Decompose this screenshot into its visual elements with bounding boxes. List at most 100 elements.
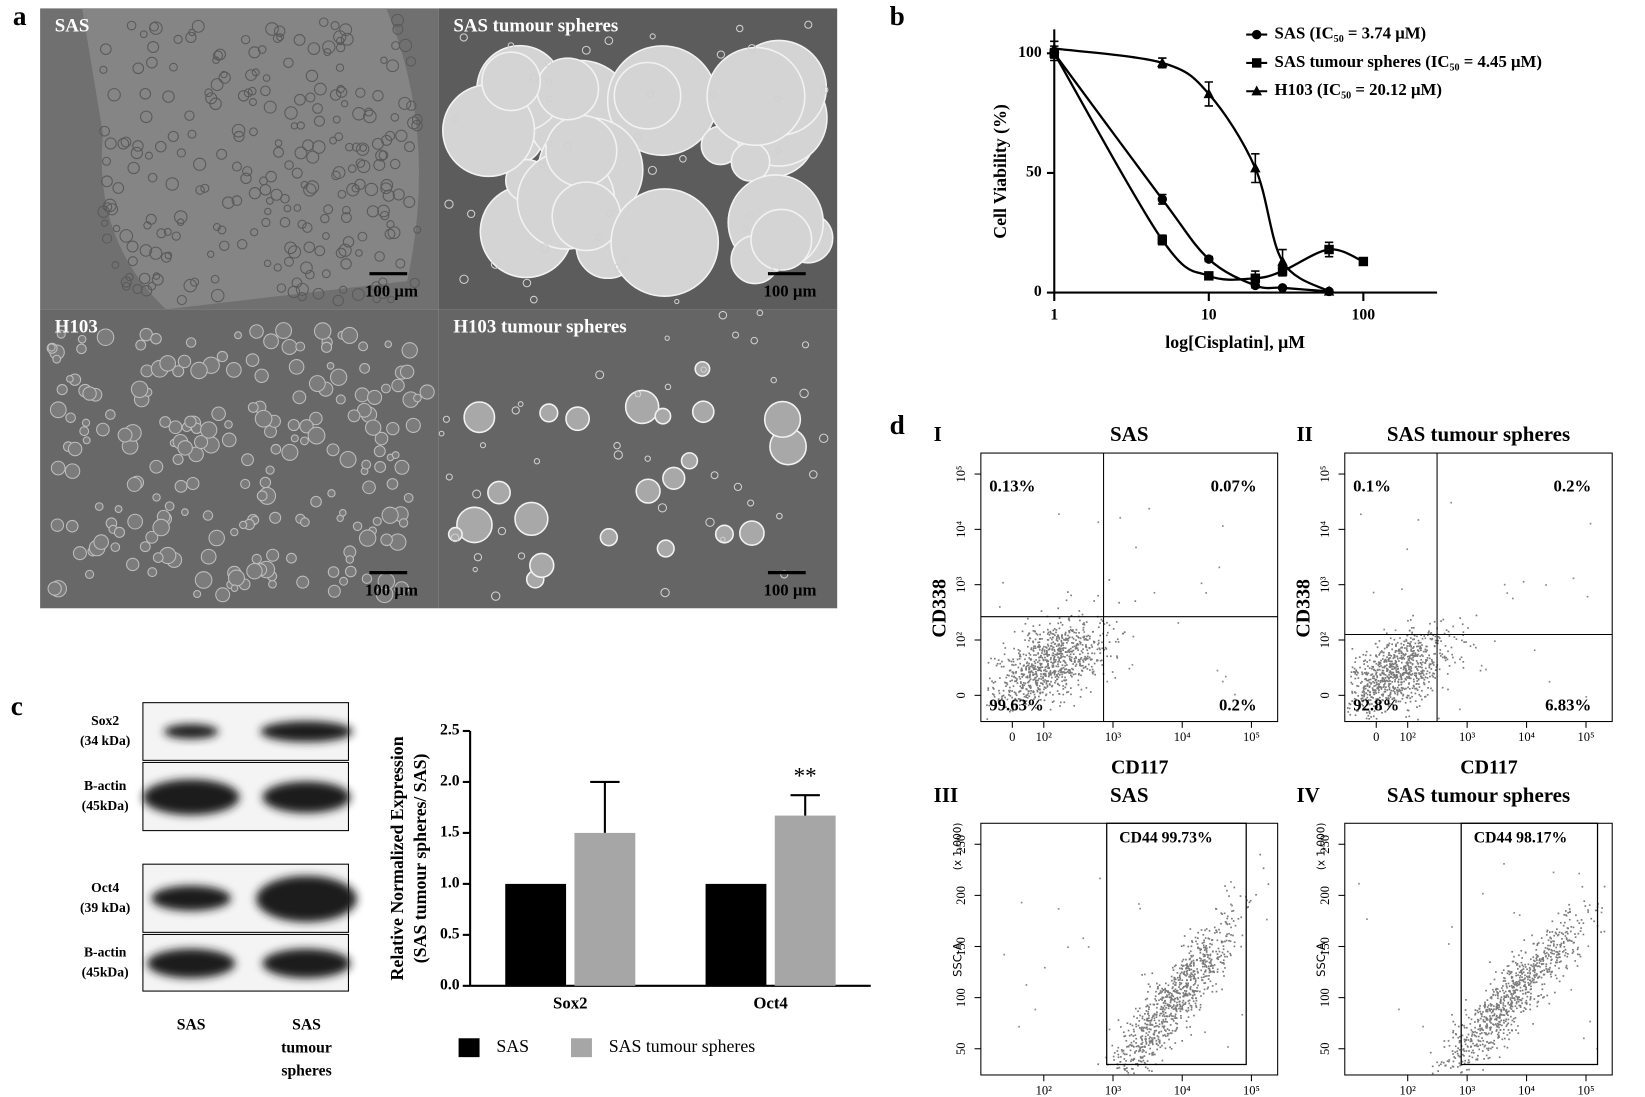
event-dot — [1368, 711, 1371, 714]
event-dot — [1127, 1045, 1130, 1048]
event-dot — [1170, 992, 1173, 995]
event-dot — [1539, 960, 1542, 962]
event-dot — [1147, 1017, 1150, 1020]
event-dot — [1215, 950, 1218, 953]
event-dot — [1377, 680, 1380, 682]
event-dot — [999, 677, 1001, 679]
event-dot — [1013, 630, 1016, 633]
event-dot — [1530, 985, 1532, 988]
event-dot — [1133, 1030, 1135, 1033]
event-dot — [1190, 954, 1193, 957]
event-dot — [1029, 674, 1031, 677]
event-dot — [1377, 697, 1379, 700]
event-dot — [1526, 991, 1529, 994]
event-dot — [1046, 663, 1049, 666]
event-dot — [1189, 986, 1192, 988]
event-dot — [1555, 946, 1558, 949]
event-dot — [1084, 655, 1086, 658]
event-dot — [1069, 659, 1072, 662]
event-dot — [1406, 694, 1409, 697]
legend-marker — [1251, 29, 1262, 40]
event-dot — [1515, 1001, 1518, 1003]
event-dot — [1419, 641, 1422, 644]
event-dot — [1045, 649, 1048, 652]
y-tick-label: 0.0 — [440, 976, 460, 993]
cell — [149, 21, 163, 35]
event-dot — [1404, 701, 1407, 704]
event-dot — [1012, 671, 1015, 674]
event-dot — [1164, 1000, 1166, 1002]
event-dot — [1511, 1005, 1514, 1008]
event-dot — [1041, 647, 1044, 650]
y-tick-label: 50 — [954, 1042, 968, 1055]
event-dot — [1409, 637, 1412, 639]
event-dot — [1476, 1057, 1479, 1060]
cell — [305, 92, 316, 103]
event-dot — [1079, 643, 1082, 645]
event-dot — [1046, 651, 1048, 653]
event-dot — [1070, 674, 1072, 677]
event-dot — [1203, 982, 1206, 984]
event-dot — [1105, 1056, 1107, 1059]
cell — [372, 294, 381, 304]
event-dot — [1484, 1005, 1486, 1008]
cell — [172, 453, 184, 466]
debris — [538, 161, 546, 169]
event-dot — [1224, 885, 1226, 887]
event-dot — [1166, 1015, 1169, 1018]
event-dot — [1397, 650, 1399, 652]
event-dot — [1169, 1032, 1172, 1034]
event-dot — [1175, 1022, 1177, 1025]
bar — [505, 883, 567, 986]
event-dot — [1434, 635, 1437, 638]
event-dot — [1448, 665, 1451, 667]
event-dot — [1077, 649, 1080, 651]
cell — [384, 228, 396, 240]
event-dot — [1579, 955, 1582, 958]
event-dot — [1171, 1006, 1174, 1008]
event-dot — [1217, 958, 1220, 961]
event-dot — [1416, 655, 1419, 658]
event-dot — [1501, 1024, 1503, 1027]
event-dot — [1044, 659, 1047, 661]
event-dot — [1174, 1017, 1176, 1019]
event-dot — [1202, 944, 1205, 947]
event-dot — [1390, 673, 1393, 676]
event-dot — [1178, 1007, 1180, 1010]
event-dot — [1361, 671, 1363, 674]
event-dot — [1494, 1018, 1496, 1021]
event-dot — [1534, 976, 1536, 979]
event-dot — [1419, 646, 1422, 649]
event-dot — [1021, 669, 1023, 672]
sphere — [599, 528, 619, 547]
event-dot — [1026, 676, 1029, 679]
event-dot — [1389, 693, 1392, 695]
event-dot — [1215, 929, 1217, 932]
event-dot — [1550, 975, 1553, 978]
event-dot — [1034, 1008, 1037, 1011]
event-dot — [1515, 981, 1518, 983]
event-dot — [1474, 1012, 1477, 1015]
cell — [411, 114, 423, 125]
event-dot — [1515, 988, 1517, 991]
event-dot — [1493, 990, 1495, 993]
event-dot — [1381, 676, 1384, 679]
event-dot — [1431, 689, 1434, 692]
event-dot — [1069, 655, 1071, 658]
event-dot — [1383, 666, 1386, 669]
event-dot — [1056, 690, 1059, 692]
event-dot — [1498, 1008, 1500, 1011]
event-dot — [1188, 967, 1191, 970]
event-dot — [1412, 652, 1415, 654]
event-dot — [1080, 665, 1083, 667]
event-dot — [1519, 971, 1522, 973]
event-dot — [994, 657, 996, 660]
event-dot — [1118, 1066, 1121, 1069]
event-dot — [1447, 1040, 1450, 1042]
event-dot — [1536, 962, 1538, 964]
event-dot — [1470, 1040, 1473, 1042]
event-dot — [1075, 635, 1078, 637]
event-dot — [1487, 1049, 1490, 1052]
event-dot — [1541, 958, 1543, 961]
event-dot — [1153, 1003, 1156, 1006]
